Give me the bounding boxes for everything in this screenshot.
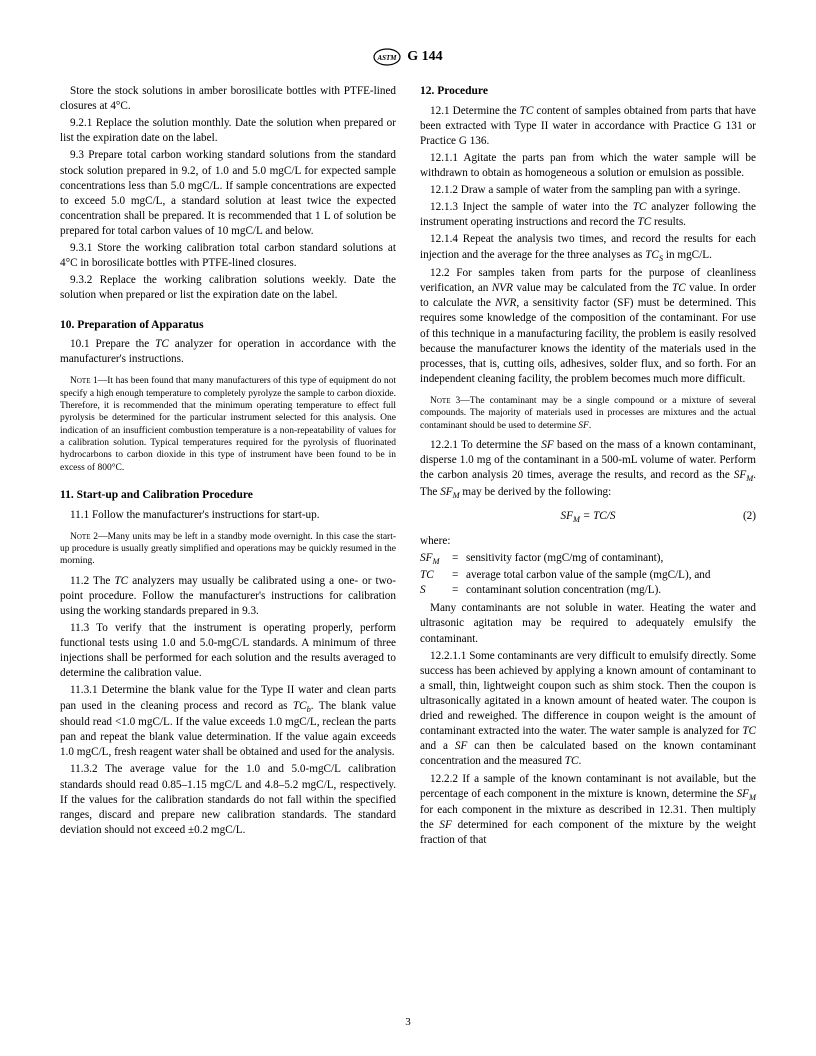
note-1: Note 1—It has been found that many manuf… — [60, 375, 396, 474]
text: . — [578, 755, 581, 767]
tc-italic: TC — [155, 338, 169, 350]
right-column: 12. Procedure 12.1 Determine the TC cont… — [420, 84, 756, 851]
equation-2: SFM = TC/S (2) — [420, 509, 756, 526]
subscript: M — [749, 793, 756, 802]
text: can then be calculated based on the know… — [420, 740, 756, 767]
para-12-2-1-1: 12.2.1.1 Some contaminants are very diff… — [420, 649, 756, 770]
eq-body: = TC/S — [580, 510, 616, 522]
tc-italic: TC — [672, 282, 686, 294]
equation-number: (2) — [743, 509, 756, 524]
note-text: —Many units may be left in a standby mod… — [60, 532, 396, 567]
text: results. — [651, 216, 686, 228]
text: 12.2.2 If a sample of the known contamin… — [420, 773, 756, 800]
tc-italic: TC — [742, 725, 756, 737]
def-equals: = — [452, 583, 466, 598]
text: in mgC/L. — [663, 249, 712, 261]
sf-italic: SF — [578, 421, 589, 431]
para-11-1: 11.1 Follow the manufacturer's instructi… — [60, 508, 396, 523]
text-columns: Store the stock solutions in amber boros… — [60, 84, 756, 851]
note-label: Note 2 — [70, 532, 98, 542]
para-9-store: Store the stock solutions in amber boros… — [60, 84, 396, 114]
def-desc: average total carbon value of the sample… — [466, 568, 756, 583]
note-text: . — [589, 421, 591, 431]
where-label: where: — [420, 534, 756, 549]
section-12-heading: 12. Procedure — [420, 84, 756, 100]
sf-italic: SF — [541, 439, 553, 451]
sf-italic: SF — [439, 819, 451, 831]
page-number: 3 — [0, 1016, 816, 1028]
def-term: S — [420, 583, 452, 598]
para-9-3: 9.3 Prepare total carbon working standar… — [60, 148, 396, 239]
para-12-1-3: 12.1.3 Inject the sample of water into t… — [420, 200, 756, 230]
para-12-2-2: 12.2.2 If a sample of the known contamin… — [420, 772, 756, 849]
text: and a — [420, 740, 455, 752]
page-header: ASTM G 144 — [60, 48, 756, 66]
nvr-italic: NVR — [492, 282, 513, 294]
sfm-italic: SF — [734, 469, 746, 481]
text: may be derived by the following: — [460, 486, 612, 498]
text: 10.1 Prepare the — [70, 338, 155, 350]
svg-text:ASTM: ASTM — [377, 54, 398, 62]
astm-logo-icon: ASTM — [373, 48, 401, 66]
para-11-3-1: 11.3.1 Determine the blank value for the… — [60, 683, 396, 760]
note-3: Note 3—The contaminant may be a single c… — [420, 395, 756, 432]
term-sub: M — [432, 557, 439, 566]
para-11-3-2: 11.3.2 The average value for the 1.0 and… — [60, 762, 396, 838]
def-sfm: SFM = sensitivity factor (mgC/mg of cont… — [420, 551, 756, 568]
def-desc: sensitivity factor (mgC/mg of contaminan… — [466, 551, 756, 568]
para-9-2-1: 9.2.1 Replace the solution monthly. Date… — [60, 116, 396, 146]
def-term: SFM — [420, 551, 452, 568]
section-11-heading: 11. Start-up and Calibration Procedure — [60, 488, 396, 504]
para-12-2: 12.2 For samples taken from parts for th… — [420, 266, 756, 387]
def-equals: = — [452, 568, 466, 583]
tc-italic: TC — [520, 105, 534, 117]
left-column: Store the stock solutions in amber boros… — [60, 84, 396, 851]
tc-italic: TC — [565, 755, 579, 767]
note-2: Note 2—Many units may be left in a stand… — [60, 531, 396, 568]
para-many-contaminants: Many contaminants are not soluble in wat… — [420, 601, 756, 646]
text: 12.1.3 Inject the sample of water into t… — [430, 201, 633, 213]
subscript: M — [453, 491, 460, 500]
text: value may be calculated from the — [513, 282, 672, 294]
sfm-italic: SF — [737, 788, 749, 800]
page: ASTM G 144 Store the stock solutions in … — [0, 0, 816, 1056]
para-12-2-1: 12.2.1 To determine the SF based on the … — [420, 438, 756, 501]
eq-subscript: M — [573, 516, 580, 525]
def-tc: TC = average total carbon value of the s… — [420, 568, 756, 583]
text: 12.1 Determine the — [430, 105, 520, 117]
para-11-3: 11.3 To verify that the instrument is op… — [60, 621, 396, 681]
para-10-1: 10.1 Prepare the TC analyzer for operati… — [60, 337, 396, 367]
section-10-heading: 10. Preparation of Apparatus — [60, 318, 396, 334]
def-term: TC — [420, 568, 452, 583]
tc-italic: TC — [637, 216, 651, 228]
def-desc: contaminant solution concentration (mg/L… — [466, 583, 756, 598]
text: determined for each component of the mix… — [420, 819, 756, 846]
note-label: Note 1 — [70, 376, 98, 386]
para-9-3-1: 9.3.1 Store the working calibration tota… — [60, 241, 396, 271]
para-9-3-2: 9.3.2 Replace the working calibration so… — [60, 273, 396, 303]
text: 11.2 The — [70, 575, 114, 587]
text: 12.2.1 To determine the — [430, 439, 541, 451]
note-label: Note 3 — [430, 396, 460, 406]
para-12-1-1: 12.1.1 Agitate the parts pan from which … — [420, 151, 756, 181]
nvr-italic: NVR — [495, 297, 516, 309]
text: , a sensitivity factor (SF) must be dete… — [420, 297, 756, 385]
tc-italic: TC — [293, 700, 307, 712]
def-s: S = contaminant solution concentration (… — [420, 583, 756, 598]
sfm-italic: SF — [440, 486, 452, 498]
tc-italic: TC — [633, 201, 647, 213]
para-12-1: 12.1 Determine the TC content of samples… — [420, 104, 756, 149]
para-11-2: 11.2 The TC analyzers may usually be cal… — [60, 574, 396, 619]
eq-term: SF — [561, 510, 573, 522]
para-12-1-4: 12.1.4 Repeat the analysis two times, an… — [420, 232, 756, 264]
note-text: —It has been found that many manufacture… — [60, 376, 396, 472]
tc-italic: TC — [114, 575, 128, 587]
text: 12.2.1.1 Some contaminants are very diff… — [420, 650, 756, 738]
tc-italic: TC — [645, 249, 659, 261]
def-equals: = — [452, 551, 466, 568]
sf-italic: SF — [455, 740, 467, 752]
term-text: SF — [420, 552, 432, 564]
standard-number: G 144 — [407, 49, 442, 65]
para-12-1-2: 12.1.2 Draw a sample of water from the s… — [420, 183, 756, 198]
